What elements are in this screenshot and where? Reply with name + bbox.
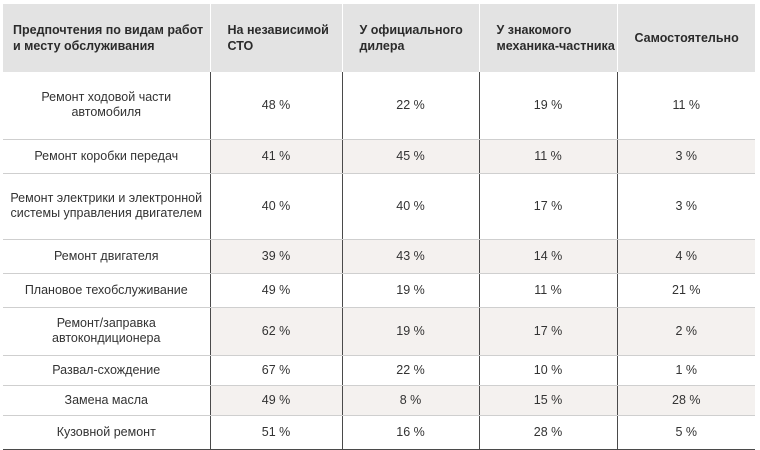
- value-private-mechanic: 11 %: [479, 273, 618, 308]
- table-row: Ремонт ходовой части автомобиля 48 % 22 % 1…: [3, 72, 755, 140]
- value-private-mechanic: 15 %: [479, 385, 618, 416]
- value-private-mechanic: 14 %: [479, 239, 618, 274]
- table-row: Ремонт коробки передач 41 % 45 % 11 % 3 %: [3, 139, 755, 174]
- value-self: 2 %: [617, 307, 755, 356]
- value-independent-service: 67 %: [210, 355, 343, 386]
- row-label: Кузовной ремонт: [3, 415, 211, 450]
- value-private-mechanic: 28 %: [479, 415, 618, 450]
- value-private-mechanic: 11 %: [479, 139, 618, 174]
- row-label: Развал-схождение: [3, 355, 211, 386]
- table-row: Плановое техобслуживание 49 % 19 % 11 % 21 %: [3, 273, 755, 308]
- value-private-mechanic: 10 %: [479, 355, 618, 386]
- value-independent-service: 40 %: [210, 173, 343, 240]
- row-label: Замена масла: [3, 385, 211, 416]
- header-row: Предпочтения по видам работ и месту обсл…: [3, 4, 755, 72]
- value-independent-service: 41 %: [210, 139, 343, 174]
- value-independent-service: 62 %: [210, 307, 343, 356]
- table-row: Ремонт электрики и электронной системы у…: [3, 173, 755, 240]
- value-independent-service: 39 %: [210, 239, 343, 274]
- row-label: Ремонт коробки передач: [3, 139, 211, 174]
- row-label: Ремонт ходовой части автомобиля: [3, 72, 211, 140]
- value-official-dealer: 22 %: [342, 355, 480, 386]
- table-row: Кузовной ремонт 51 % 16 % 28 % 5 %: [3, 415, 755, 450]
- value-official-dealer: 19 %: [342, 307, 480, 356]
- header-private-mechanic: У знакомого механика-частника: [479, 4, 618, 72]
- table-row: Развал-схождение 67 % 22 % 10 % 1 %: [3, 355, 755, 386]
- value-self: 3 %: [617, 173, 755, 240]
- value-official-dealer: 22 %: [342, 72, 480, 140]
- value-independent-service: 49 %: [210, 273, 343, 308]
- value-self: 11 %: [617, 72, 755, 140]
- row-label: Плановое техобслуживание: [3, 273, 211, 308]
- value-private-mechanic: 19 %: [479, 72, 618, 140]
- row-label: Ремонт двигателя: [3, 239, 211, 274]
- value-self: 21 %: [617, 273, 755, 308]
- value-private-mechanic: 17 %: [479, 173, 618, 240]
- table-row: Ремонт/заправка автокондиционера 62 % 19 %…: [3, 307, 755, 356]
- header-self: Самостоятельно: [617, 4, 755, 72]
- value-private-mechanic: 17 %: [479, 307, 618, 356]
- value-independent-service: 49 %: [210, 385, 343, 416]
- table-row: Ремонт двигателя 39 % 43 % 14 % 4 %: [3, 239, 755, 274]
- value-independent-service: 51 %: [210, 415, 343, 450]
- value-official-dealer: 45 %: [342, 139, 480, 174]
- value-self: 5 %: [617, 415, 755, 450]
- value-official-dealer: 43 %: [342, 239, 480, 274]
- table-row: Замена масла 49 % 8 % 15 % 28 %: [3, 385, 755, 416]
- value-self: 3 %: [617, 139, 755, 174]
- value-independent-service: 48 %: [210, 72, 343, 140]
- preferences-table: Предпочтения по видам работ и месту обсл…: [3, 4, 755, 450]
- value-self: 1 %: [617, 355, 755, 386]
- header-work-type: Предпочтения по видам работ и месту обсл…: [3, 4, 211, 72]
- value-official-dealer: 19 %: [342, 273, 480, 308]
- row-label: Ремонт/заправка автокондиционера: [3, 307, 211, 356]
- value-official-dealer: 8 %: [342, 385, 480, 416]
- value-self: 28 %: [617, 385, 755, 416]
- row-label: Ремонт электрики и электронной системы у…: [3, 173, 211, 240]
- header-official-dealer: У официального дилера: [342, 4, 480, 72]
- value-official-dealer: 16 %: [342, 415, 480, 450]
- value-official-dealer: 40 %: [342, 173, 480, 240]
- value-self: 4 %: [617, 239, 755, 274]
- header-independent-service: На независимой СТО: [210, 4, 343, 72]
